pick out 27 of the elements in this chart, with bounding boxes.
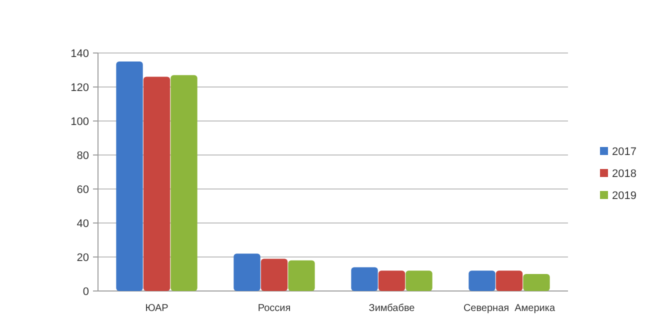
- bar: [234, 254, 260, 291]
- bar: [406, 270, 432, 291]
- y-tick-label: 40: [76, 218, 89, 230]
- bar: [288, 260, 315, 291]
- legend-label: 2018: [612, 168, 636, 180]
- y-tick-label: 120: [70, 82, 89, 94]
- y-tick-label: 0: [82, 286, 89, 298]
- bar: [260, 258, 288, 291]
- x-tick-label: Зимбабве: [368, 303, 416, 314]
- bar: [170, 75, 198, 291]
- x-tick-label: Россия: [258, 303, 291, 314]
- bar: [523, 274, 550, 291]
- y-tick-label: 80: [76, 150, 89, 162]
- bar: [116, 62, 143, 291]
- y-tick-label: 140: [70, 48, 89, 60]
- bar: [496, 270, 523, 291]
- bar: [468, 270, 496, 291]
- x-tick-label: Северная Америка: [463, 303, 556, 314]
- legend-label: 2019: [612, 190, 636, 202]
- bar: [143, 76, 170, 291]
- y-tick-label: 100: [70, 116, 89, 128]
- x-tick-label: ЮАР: [145, 303, 169, 314]
- y-tick-label: 60: [76, 184, 89, 196]
- y-tick-label: 20: [76, 252, 89, 264]
- bar: [351, 267, 378, 291]
- bar: [378, 270, 406, 291]
- legend-label: 2017: [612, 146, 636, 158]
